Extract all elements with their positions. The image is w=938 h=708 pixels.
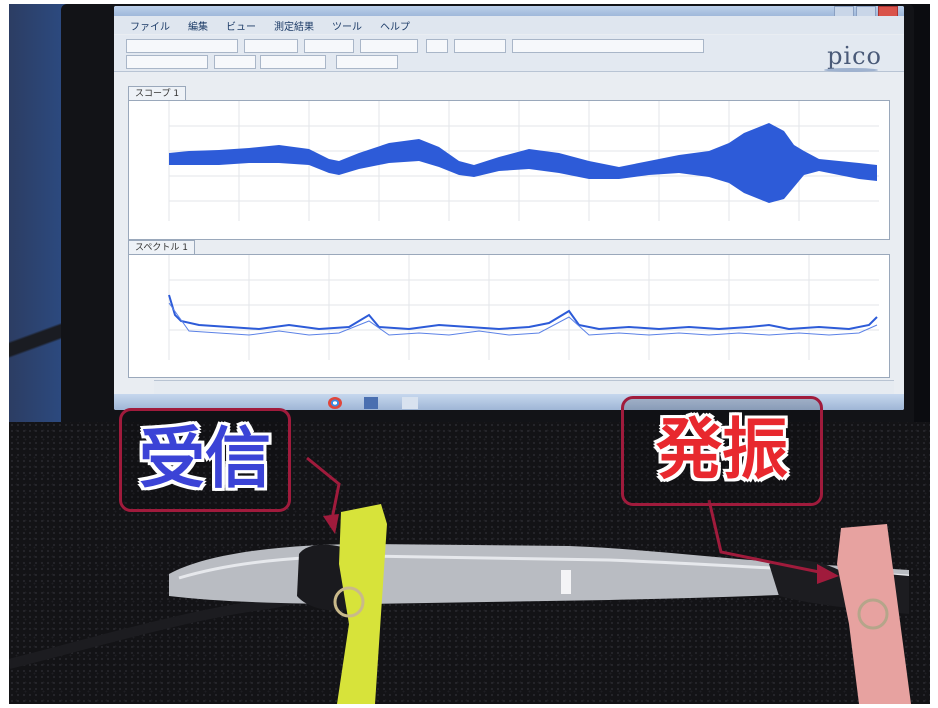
oscillate-label: 発振: [624, 399, 820, 501]
receive-callout: 受信: [119, 408, 291, 512]
objects-layer: [9, 4, 930, 704]
receive-label: 受信: [122, 411, 288, 507]
oscillate-callout: 発振: [621, 396, 823, 506]
pink-clip: [837, 524, 911, 704]
photo-frame: ファイル 編集 ビュー 測定結果 ツール ヘルプ pico スコープ 1: [9, 4, 930, 704]
receive-pointer: [307, 458, 339, 524]
